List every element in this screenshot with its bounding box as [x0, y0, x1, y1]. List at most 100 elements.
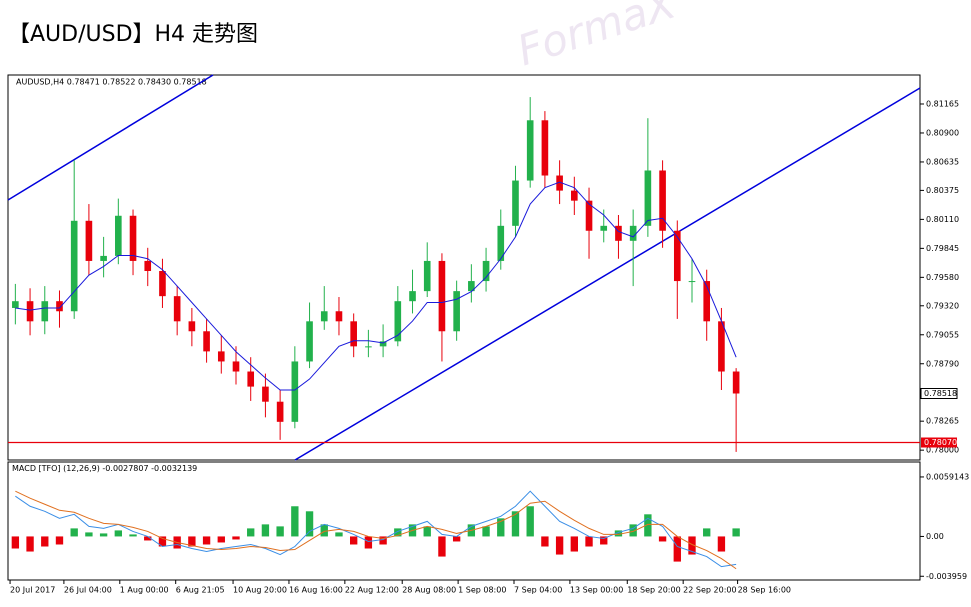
candle-body	[453, 291, 460, 332]
candle-body	[703, 281, 711, 322]
macd-bar	[26, 536, 34, 552]
candle-body	[673, 230, 681, 282]
candle-body	[571, 190, 578, 201]
candle-body	[629, 225, 637, 241]
y-tick-label: 0.79055	[926, 330, 959, 339]
macd-bar	[585, 536, 593, 547]
candle-body	[276, 401, 284, 422]
x-tick-label: 13 Sep 00:00	[570, 586, 623, 595]
macd-bar	[364, 536, 373, 549]
macd-bar	[99, 533, 108, 537]
x-tick-label: 28 Sep 16:00	[738, 586, 791, 595]
macd-bar	[247, 528, 255, 537]
macd-bar	[629, 524, 637, 537]
macd-bar	[217, 536, 225, 543]
macd-bar	[85, 532, 93, 537]
candle-body	[394, 301, 402, 342]
macd-bar	[438, 536, 446, 557]
macd-bar	[350, 536, 358, 545]
price-level-box	[921, 437, 957, 448]
symbol-header: AUDUSD,H4 0.78471 0.78522 0.78430 0.7851…	[16, 78, 207, 87]
macd-bar	[717, 536, 726, 552]
macd-panel	[7, 461, 921, 581]
candle-body	[556, 175, 563, 191]
macd-bar	[452, 536, 461, 542]
macd-bar	[202, 536, 211, 545]
x-tick-label: 18 Sep 20:00	[627, 586, 680, 595]
candle-body	[129, 215, 137, 261]
macd-bar	[732, 528, 740, 537]
candle-body	[365, 346, 372, 348]
trend-line	[294, 87, 921, 461]
macd-bar	[600, 536, 608, 545]
x-tick-label: 20 Jul 2017	[10, 586, 55, 595]
x-tick-label: 22 Aug 12:00	[345, 586, 399, 595]
candle-body	[644, 170, 652, 226]
macd-bar	[379, 536, 387, 545]
macd-bar	[541, 536, 549, 547]
candle-body	[232, 361, 240, 372]
legend-label: MACD [TFO] (12,26,9)	[12, 464, 100, 473]
x-tick-label: 1 Aug 00:00	[120, 586, 169, 595]
candle-body	[732, 371, 740, 394]
candle-body	[70, 220, 78, 312]
candle-body	[41, 301, 49, 322]
macd-bar	[644, 514, 652, 537]
x-tick-label: 1 Sep 08:00	[458, 586, 506, 595]
candle-body	[541, 120, 549, 176]
candle-body	[85, 220, 93, 261]
macd-bar	[555, 536, 564, 555]
macd-bar	[658, 536, 667, 542]
candle-body	[100, 255, 107, 261]
candle-body	[56, 301, 63, 312]
candle-body	[159, 271, 166, 297]
candle-body	[615, 225, 622, 241]
watermark: FormaX	[512, 0, 683, 75]
macd-bar	[320, 524, 328, 537]
candle-body	[335, 311, 343, 322]
candle-body	[247, 371, 255, 387]
legend-value: -0.0032139	[151, 464, 197, 473]
macd-line	[15, 490, 737, 568]
macd-bar	[188, 536, 196, 547]
macd-bar	[335, 532, 343, 537]
y-tick-label: 0.80900	[926, 128, 959, 137]
y-tick-label: 0.80110	[926, 215, 959, 224]
price-panel	[7, 74, 921, 461]
macd-bar	[570, 536, 578, 552]
y-tick-label: 0.79845	[926, 244, 959, 253]
macd-bar	[482, 526, 490, 537]
macd-bar	[291, 506, 299, 537]
macd-bar	[511, 511, 520, 537]
macd-bar	[158, 536, 167, 547]
candle-body	[600, 225, 608, 231]
macd-bar	[614, 530, 623, 537]
x-tick-label: 7 Sep 04:00	[514, 586, 562, 595]
macd-bar	[526, 506, 534, 537]
candle-body	[468, 281, 475, 292]
y-tick-label: 0.00	[926, 532, 944, 541]
legend-value: -0.0027807	[102, 464, 148, 473]
candle-body	[144, 260, 152, 271]
x-tick-label: 6 Aug 21:05	[176, 586, 225, 595]
page-title: 【AUD/USD】H4 走势图	[8, 22, 258, 47]
y-tick-label: 0.78790	[926, 359, 959, 368]
y-tick-label: 0.80635	[926, 157, 959, 166]
candle-body	[526, 120, 534, 181]
candle-body	[262, 386, 269, 402]
candle-body	[409, 291, 416, 302]
candle-body	[585, 200, 593, 231]
macd-bar	[114, 530, 122, 537]
candle-body	[306, 321, 313, 362]
candle-body	[497, 225, 505, 261]
last-price-box	[920, 388, 958, 399]
candle-body	[12, 301, 19, 308]
macd-legend: MACD [TFO] (12,26,9) -0.0027807 -0.00321…	[12, 464, 197, 473]
x-tick-label: 16 Aug 16:00	[289, 586, 343, 595]
y-tick-label: 0.79580	[926, 273, 959, 282]
x-tick-label: 28 Aug 08:00	[402, 586, 456, 595]
candle-body	[188, 321, 196, 332]
trend-line	[7, 74, 214, 201]
macd-bar	[261, 524, 270, 537]
